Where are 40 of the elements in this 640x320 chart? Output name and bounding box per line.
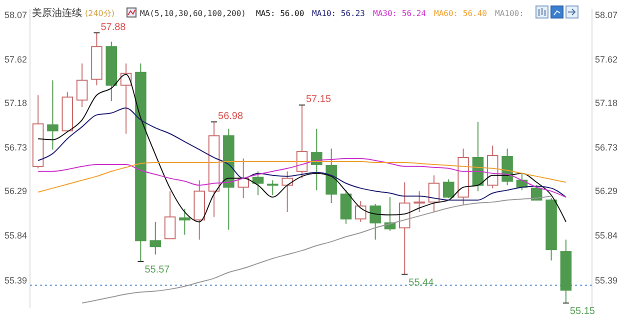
y2-tick-label: 56.29 bbox=[595, 186, 618, 196]
text: MA10: 56.23 bbox=[312, 9, 366, 18]
candlestick bbox=[47, 80, 58, 150]
chart-title: 美原油连续 bbox=[32, 7, 82, 19]
y2-tick-label: 58.07 bbox=[595, 10, 618, 20]
candlestick bbox=[76, 62, 88, 108]
y2-tick-label: 57.18 bbox=[595, 98, 618, 108]
annotation: 56.98 bbox=[218, 110, 244, 122]
y2-tick-label: 55.84 bbox=[595, 230, 618, 241]
candlestick bbox=[208, 121, 220, 218]
y-tick-label: 55.39 bbox=[4, 275, 27, 286]
annotation: 57.88 bbox=[100, 22, 126, 33]
y-tick-label: 56.29 bbox=[4, 186, 27, 196]
text: MA30: 56.24 bbox=[373, 9, 426, 18]
line-series bbox=[38, 74, 566, 222]
candlestick bbox=[150, 221, 161, 256]
chart-subtitle: (240分) bbox=[85, 9, 115, 18]
annotation: 55.57 bbox=[144, 264, 170, 276]
y-tick-label: 56.73 bbox=[4, 142, 27, 153]
annotation: 55.44 bbox=[408, 277, 434, 288]
candlestick bbox=[326, 148, 337, 204]
y2-tick-label: 55.39 bbox=[595, 275, 618, 286]
text: MA100: bbox=[495, 9, 524, 18]
y-tick-label: 58.07 bbox=[4, 10, 27, 20]
y-tick-label: 57.18 bbox=[4, 98, 27, 108]
text: MA60: 56.40 bbox=[434, 9, 488, 18]
annotation: 55.15 bbox=[570, 306, 596, 318]
candlestick bbox=[135, 62, 146, 262]
legend-title: MA(5,10,30,60,100,200) bbox=[140, 9, 246, 18]
candlestick bbox=[106, 41, 118, 102]
candlestick bbox=[428, 174, 440, 212]
annotation: 57.15 bbox=[306, 94, 332, 106]
y-tick-label: 55.84 bbox=[4, 230, 27, 241]
candlestick bbox=[560, 239, 572, 304]
candlestick bbox=[194, 180, 205, 240]
y2-tick-label: 57.62 bbox=[595, 54, 618, 65]
y-tick-label: 57.62 bbox=[4, 54, 27, 65]
text: MA5: 56.00 bbox=[256, 9, 304, 18]
y2-tick-label: 56.73 bbox=[595, 142, 618, 153]
candlestick bbox=[399, 182, 410, 275]
